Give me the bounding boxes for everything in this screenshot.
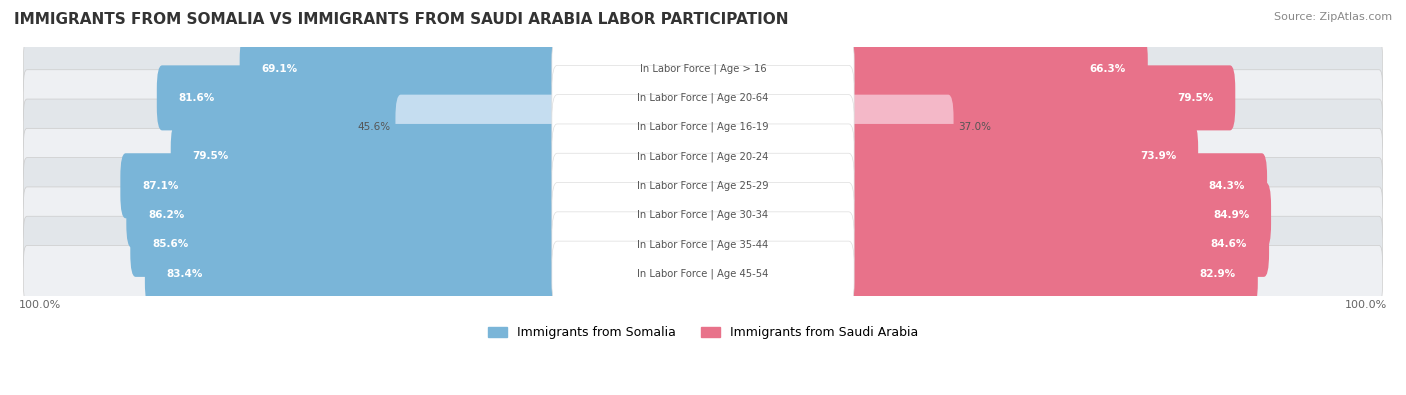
Text: 82.9%: 82.9% (1199, 269, 1236, 278)
FancyBboxPatch shape (697, 212, 1270, 277)
Text: 37.0%: 37.0% (959, 122, 991, 132)
FancyBboxPatch shape (24, 99, 1382, 155)
FancyBboxPatch shape (557, 162, 849, 209)
FancyBboxPatch shape (24, 246, 1382, 302)
Text: In Labor Force | Age 25-29: In Labor Force | Age 25-29 (637, 181, 769, 191)
Text: 79.5%: 79.5% (1177, 93, 1213, 103)
FancyBboxPatch shape (697, 36, 1147, 101)
Text: 86.2%: 86.2% (148, 210, 184, 220)
FancyBboxPatch shape (557, 133, 849, 180)
Text: 81.6%: 81.6% (179, 93, 215, 103)
FancyBboxPatch shape (557, 250, 849, 297)
Text: 87.1%: 87.1% (142, 181, 179, 191)
FancyBboxPatch shape (127, 182, 709, 248)
Text: IMMIGRANTS FROM SOMALIA VS IMMIGRANTS FROM SAUDI ARABIA LABOR PARTICIPATION: IMMIGRANTS FROM SOMALIA VS IMMIGRANTS FR… (14, 12, 789, 27)
Text: 84.3%: 84.3% (1209, 181, 1246, 191)
Text: In Labor Force | Age 20-64: In Labor Force | Age 20-64 (637, 92, 769, 103)
FancyBboxPatch shape (553, 212, 853, 277)
FancyBboxPatch shape (553, 182, 853, 248)
Text: 84.9%: 84.9% (1213, 210, 1249, 220)
FancyBboxPatch shape (557, 74, 849, 122)
FancyBboxPatch shape (157, 65, 709, 130)
FancyBboxPatch shape (553, 36, 853, 101)
Text: 85.6%: 85.6% (152, 239, 188, 249)
FancyBboxPatch shape (697, 241, 1258, 306)
Text: In Labor Force | Age > 16: In Labor Force | Age > 16 (640, 63, 766, 74)
FancyBboxPatch shape (557, 191, 849, 239)
FancyBboxPatch shape (24, 128, 1382, 184)
FancyBboxPatch shape (131, 212, 709, 277)
FancyBboxPatch shape (553, 65, 853, 130)
FancyBboxPatch shape (121, 153, 709, 218)
FancyBboxPatch shape (24, 70, 1382, 126)
Text: 73.9%: 73.9% (1140, 151, 1177, 162)
FancyBboxPatch shape (557, 103, 849, 151)
FancyBboxPatch shape (145, 241, 709, 306)
FancyBboxPatch shape (239, 36, 709, 101)
Text: 84.6%: 84.6% (1211, 239, 1247, 249)
FancyBboxPatch shape (170, 124, 709, 189)
FancyBboxPatch shape (24, 158, 1382, 214)
Text: 69.1%: 69.1% (262, 64, 298, 73)
FancyBboxPatch shape (697, 95, 953, 160)
Text: In Labor Force | Age 16-19: In Labor Force | Age 16-19 (637, 122, 769, 132)
Text: 66.3%: 66.3% (1090, 64, 1126, 73)
Text: In Labor Force | Age 20-24: In Labor Force | Age 20-24 (637, 151, 769, 162)
FancyBboxPatch shape (24, 40, 1382, 97)
FancyBboxPatch shape (553, 95, 853, 160)
FancyBboxPatch shape (557, 45, 849, 92)
FancyBboxPatch shape (697, 65, 1236, 130)
Text: Source: ZipAtlas.com: Source: ZipAtlas.com (1274, 12, 1392, 22)
Text: 83.4%: 83.4% (167, 269, 202, 278)
FancyBboxPatch shape (557, 221, 849, 268)
FancyBboxPatch shape (395, 95, 709, 160)
FancyBboxPatch shape (553, 153, 853, 218)
FancyBboxPatch shape (24, 216, 1382, 273)
FancyBboxPatch shape (24, 187, 1382, 243)
Text: In Labor Force | Age 30-34: In Labor Force | Age 30-34 (637, 210, 769, 220)
FancyBboxPatch shape (697, 153, 1267, 218)
Text: In Labor Force | Age 45-54: In Labor Force | Age 45-54 (637, 269, 769, 279)
FancyBboxPatch shape (697, 182, 1271, 248)
FancyBboxPatch shape (553, 124, 853, 189)
FancyBboxPatch shape (697, 124, 1198, 189)
FancyBboxPatch shape (553, 241, 853, 306)
Text: In Labor Force | Age 35-44: In Labor Force | Age 35-44 (637, 239, 769, 250)
Legend: Immigrants from Somalia, Immigrants from Saudi Arabia: Immigrants from Somalia, Immigrants from… (484, 321, 922, 344)
Text: 79.5%: 79.5% (193, 151, 229, 162)
Text: 45.6%: 45.6% (357, 122, 391, 132)
